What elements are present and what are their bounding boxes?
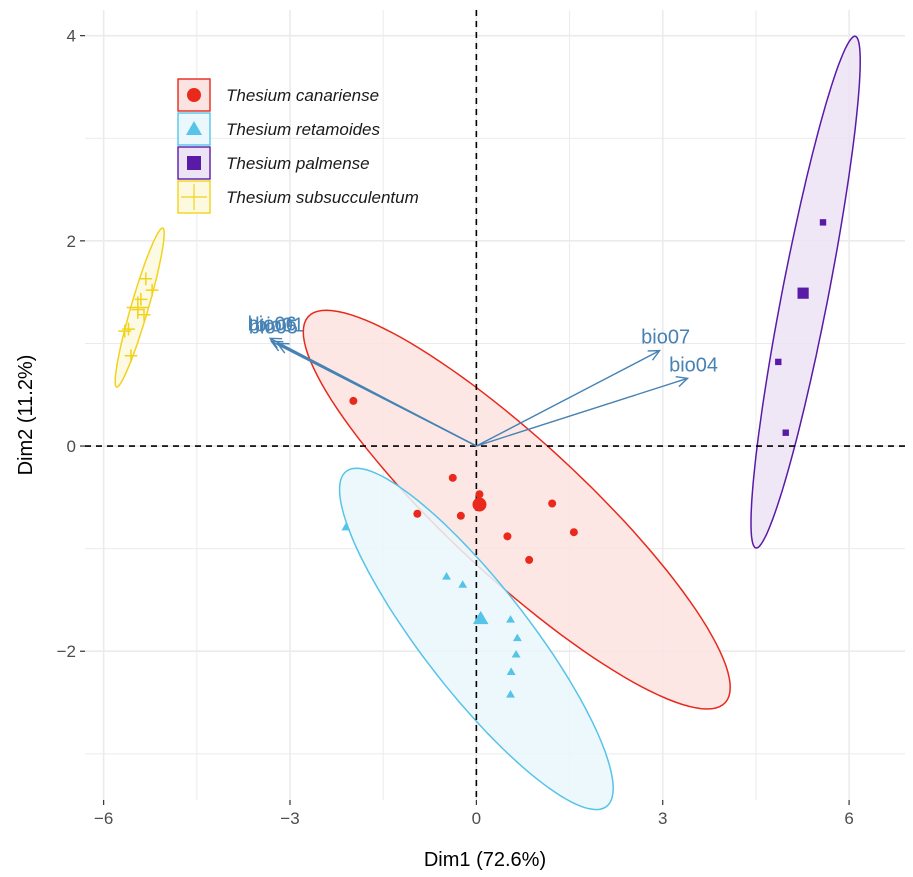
legend-marker-square	[187, 156, 201, 170]
point-series-0	[503, 532, 512, 541]
x-axis-title: Dim1 (72.6%)	[424, 849, 546, 871]
point-series-0	[569, 528, 578, 537]
point-series-0	[448, 473, 457, 482]
point-series-0	[413, 509, 422, 518]
y-tick-label: 0	[67, 437, 76, 456]
legend-label-0: Thesium canariense	[226, 86, 379, 105]
point-series-0	[349, 396, 358, 405]
legend-label-2: Thesium palmense	[226, 154, 370, 173]
centroid-series-3	[126, 296, 150, 319]
point-series-3	[134, 292, 148, 306]
legend: Thesium canariense Thesium retamoides Thes…	[177, 78, 419, 214]
point-series-1	[506, 615, 515, 623]
x-tick-label: 3	[658, 809, 667, 828]
legend-label-3: Thesium subsucculentum	[226, 188, 419, 207]
point-series-1	[341, 522, 351, 531]
arrowhead-bio01	[276, 342, 290, 354]
y-tick-label: 2	[67, 232, 76, 251]
point-series-1	[512, 633, 522, 642]
legend-marker-plus	[181, 184, 207, 210]
arrow-bio04	[476, 377, 688, 447]
centroid-series-2	[797, 287, 809, 299]
point-series-3	[118, 324, 132, 338]
point-series-3	[137, 308, 151, 322]
legend-marker-circle	[187, 88, 201, 102]
point-series-1	[506, 690, 515, 698]
point-series-2	[775, 358, 782, 366]
point-series-1	[511, 649, 521, 658]
point-series-3	[139, 272, 153, 286]
variable-label-bio01: bio01	[255, 314, 304, 336]
point-series-1	[506, 667, 516, 675]
variable-label-bio05: bio05	[249, 316, 298, 338]
data-points	[118, 219, 827, 698]
variable-label-bio06: bio06	[248, 313, 297, 335]
y-axis-title: Dim2 (11.2%)	[15, 355, 37, 476]
point-series-2	[819, 219, 827, 226]
centroid-series-0	[472, 497, 487, 512]
ellipse-series-0	[302, 309, 731, 710]
point-series-1	[458, 580, 468, 588]
x-tick-label: −3	[280, 809, 299, 828]
point-series-0	[456, 511, 465, 520]
x-tick-label: −6	[94, 809, 113, 828]
point-series-0	[548, 499, 557, 508]
legend-marker-triangle	[186, 121, 202, 135]
point-series-3	[145, 283, 159, 297]
y-tick-label: −2	[57, 642, 76, 661]
y-tick-label: 4	[67, 27, 76, 46]
centroid-series-1	[472, 610, 489, 625]
point-series-0	[475, 490, 484, 499]
point-series-1	[442, 572, 452, 580]
variable-label-bio07: bio07	[641, 327, 690, 349]
arrowhead-bio04	[675, 375, 690, 388]
axes: −6 −3 0 3 6 −2 0 2 4 Dim1 (72.6%) Dim2 (11.2%)	[15, 27, 854, 871]
x-tick-label: 0	[472, 809, 481, 828]
point-series-0	[525, 555, 534, 564]
arrowhead-bio06	[268, 337, 283, 349]
confidence-ellipses	[114, 35, 861, 811]
reference-lines	[85, 10, 905, 800]
arrow-bio07	[476, 350, 660, 447]
legend-label-1: Thesium retamoides	[226, 120, 381, 139]
point-series-2	[782, 429, 789, 436]
arrowhead-bio05	[269, 340, 284, 352]
arrowhead-bio07	[647, 349, 662, 361]
arrow-bio06	[269, 337, 477, 447]
point-series-3	[124, 349, 138, 363]
variable-label-bio04: bio04	[669, 354, 718, 376]
x-tick-label: 6	[844, 809, 853, 828]
